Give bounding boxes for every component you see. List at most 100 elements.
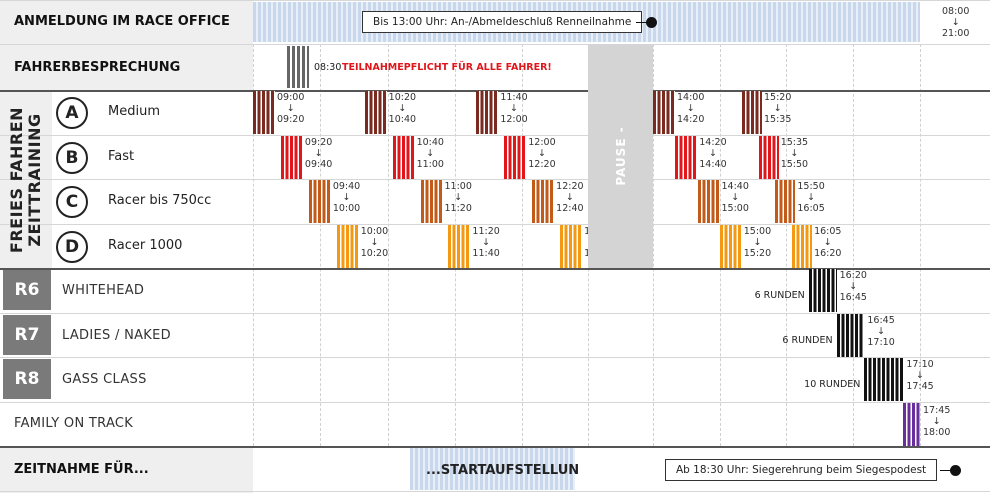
pause-label: PAUSE - bbox=[588, 44, 653, 268]
session-time: 14:40 ↓ 15:00 bbox=[721, 181, 749, 214]
class-letter-a: A bbox=[56, 97, 88, 129]
grid-line-9 bbox=[853, 44, 854, 446]
session-time: 10:40 ↓ 11:00 bbox=[416, 136, 444, 170]
class-name-c: Racer bis 750cc bbox=[108, 193, 212, 208]
row-label-briefing: FAHRERBESPRECHUNG bbox=[14, 60, 181, 75]
session-block bbox=[336, 224, 359, 268]
row-label-family: FAMILY ON TRACK bbox=[14, 416, 134, 431]
session-block bbox=[504, 135, 527, 179]
session-block bbox=[742, 91, 762, 134]
session-block bbox=[758, 135, 779, 179]
session-block bbox=[420, 180, 443, 223]
session-block bbox=[653, 91, 675, 134]
family-time: 17:45 ↓ 18:00 bbox=[923, 405, 951, 438]
practice-group-line2: ZEITTRAINING bbox=[25, 113, 44, 247]
family-block bbox=[903, 403, 920, 446]
row-divider-5 bbox=[0, 313, 990, 314]
grid-line-0 bbox=[253, 44, 254, 446]
practice-group-line1: FREIES FAHREN bbox=[7, 106, 26, 254]
class-name-a: Medium bbox=[108, 104, 160, 119]
session-block bbox=[775, 180, 796, 223]
timing-lineup-label: ...STARTAUFSTELLUN bbox=[426, 463, 580, 478]
session-block bbox=[253, 91, 275, 134]
pause-column bbox=[588, 44, 653, 268]
session-time: 14:00 ↓ 14:20 bbox=[677, 92, 705, 125]
session-time: 11:40 ↓ 12:00 bbox=[500, 92, 528, 125]
race-block bbox=[808, 269, 837, 312]
grid-line-4 bbox=[522, 44, 523, 446]
class-letter-d: D bbox=[56, 230, 88, 263]
briefing-block bbox=[287, 46, 309, 88]
session-block bbox=[364, 91, 387, 134]
class-name-d: Racer 1000 bbox=[108, 237, 183, 253]
class-name-b: Fast bbox=[108, 148, 135, 164]
session-block bbox=[308, 180, 331, 223]
race-time: 16:20 ↓ 16:45 bbox=[839, 270, 867, 303]
office-time-range: 08:00 ↓ 21:00 bbox=[942, 6, 970, 39]
session-time: 09:40 ↓ 10:00 bbox=[332, 181, 361, 214]
practice-group-label: FREIES FAHREN ZEITTRAINING bbox=[1, 92, 51, 268]
session-block bbox=[532, 180, 555, 223]
session-time: 09:00 ↓ 09:20 bbox=[277, 92, 305, 125]
session-time: 12:20 ↓ 12:40 bbox=[556, 181, 584, 214]
row-divider-7 bbox=[0, 402, 990, 403]
session-block bbox=[476, 91, 499, 134]
race-laps: 6 RUNDEN bbox=[782, 334, 833, 346]
grid-line-1 bbox=[320, 44, 321, 446]
session-block bbox=[719, 224, 742, 268]
session-time: 10:00 ↓ 10:20 bbox=[360, 225, 389, 259]
session-time: 11:00 ↓ 11:20 bbox=[444, 181, 472, 214]
session-time: 11:20 ↓ 11:40 bbox=[472, 225, 500, 259]
row-divider-4 bbox=[0, 224, 990, 225]
race-badge-r6: R6 bbox=[3, 270, 51, 310]
ceremony-connector bbox=[940, 470, 954, 471]
grid-line-2 bbox=[388, 44, 389, 446]
session-time: 16:05 ↓ 16:20 bbox=[814, 225, 842, 259]
label-column-bg-top bbox=[0, 0, 253, 90]
briefing-note: TEILNAHMEPFLICHT FÜR ALLE FAHRER! bbox=[342, 62, 552, 73]
briefing-time: 08:30 bbox=[314, 62, 342, 73]
label-column-bg-timing bbox=[0, 446, 253, 493]
class-letter-b: B bbox=[56, 141, 88, 174]
race-name: LADIES / NAKED bbox=[62, 327, 171, 343]
session-block bbox=[697, 180, 720, 223]
race-laps: 6 RUNDEN bbox=[754, 290, 805, 301]
race-time: 17:10 ↓ 17:45 bbox=[906, 359, 934, 393]
office-note-connector bbox=[636, 22, 650, 23]
ceremony-dot bbox=[950, 465, 961, 476]
race-name: GASS CLASS bbox=[62, 372, 147, 388]
section-divider-2 bbox=[0, 446, 990, 448]
ceremony-note: Ab 18:30 Uhr: Siegerehrung beim Siegespo… bbox=[665, 459, 938, 481]
session-block bbox=[675, 135, 698, 179]
race-laps: 10 RUNDEN bbox=[804, 379, 861, 391]
race-block bbox=[864, 358, 904, 402]
session-time: 10:20 ↓ 10:40 bbox=[388, 92, 417, 125]
session-time: 15:20 ↓ 15:35 bbox=[764, 92, 792, 125]
session-time: 12:00 ↓ 12:20 bbox=[528, 136, 556, 170]
office-note-dot bbox=[646, 17, 657, 28]
row-label-timing: ZEITNAHME FÜR... bbox=[14, 462, 149, 477]
race-time: 16:45 ↓ 17:10 bbox=[867, 314, 895, 348]
section-divider-1 bbox=[0, 268, 990, 270]
session-block bbox=[560, 224, 583, 268]
race-block bbox=[836, 313, 865, 357]
row-divider-1 bbox=[0, 44, 990, 45]
timing-lineup-bar bbox=[410, 448, 575, 490]
grid-line-6 bbox=[653, 44, 654, 446]
row-divider-8 bbox=[0, 491, 990, 492]
pause-text: PAUSE - bbox=[613, 126, 628, 186]
session-time: 15:35 ↓ 15:50 bbox=[780, 136, 809, 170]
row-divider-0 bbox=[0, 0, 990, 1]
session-block bbox=[792, 224, 813, 268]
race-name: WHITEHEAD bbox=[62, 283, 145, 298]
race-badge-r7: R7 bbox=[3, 314, 51, 355]
session-block bbox=[392, 135, 415, 179]
race-badge-r8: R8 bbox=[3, 359, 51, 400]
grid-line-10 bbox=[920, 44, 921, 446]
class-letter-c: C bbox=[56, 186, 88, 218]
row-divider-6 bbox=[0, 357, 990, 358]
session-block bbox=[280, 135, 303, 179]
office-deadline-note: Bis 13:00 Uhr: An-/Abmeldeschluß Renneil… bbox=[362, 11, 643, 33]
row-divider-3 bbox=[0, 179, 990, 180]
session-block bbox=[448, 224, 471, 268]
